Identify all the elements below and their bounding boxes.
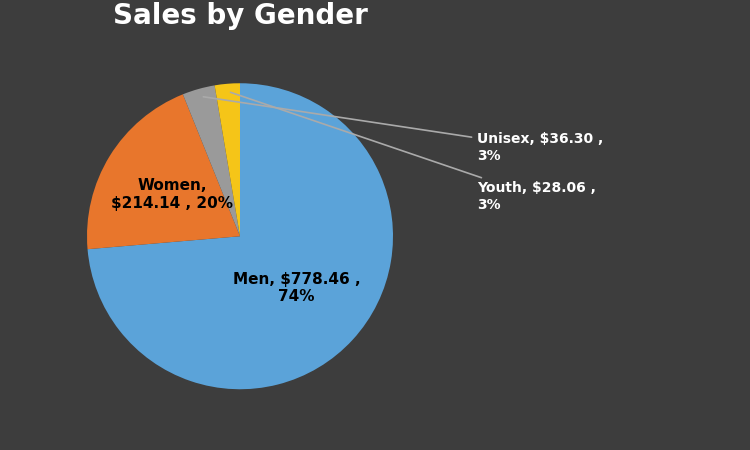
- Wedge shape: [214, 83, 240, 236]
- Wedge shape: [88, 83, 393, 389]
- Text: Unisex, $36.30 ,
3%: Unisex, $36.30 , 3%: [203, 97, 604, 162]
- Text: Men, $778.46 ,
74%: Men, $778.46 , 74%: [232, 272, 360, 304]
- Wedge shape: [183, 86, 240, 236]
- Title: Sales by Gender: Sales by Gender: [112, 2, 368, 30]
- Wedge shape: [87, 94, 240, 249]
- Text: Youth, $28.06 ,
3%: Youth, $28.06 , 3%: [230, 92, 596, 212]
- Text: Women,
$214.14 , 20%: Women, $214.14 , 20%: [111, 178, 233, 211]
